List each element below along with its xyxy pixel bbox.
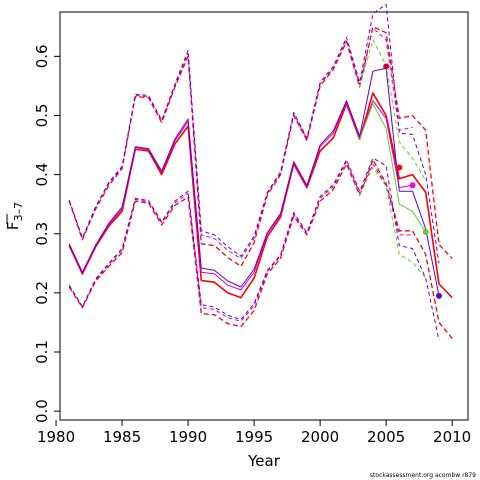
y-axis-title-text: F3–7 xyxy=(4,202,25,230)
series-line-6 xyxy=(68,67,440,296)
y-axis-title-main: F xyxy=(4,221,22,230)
series-line-11 xyxy=(359,167,427,279)
series-line-7 xyxy=(68,3,440,264)
series-line-0 xyxy=(68,92,453,299)
terminal-point-0 xyxy=(383,63,390,70)
plot-frame xyxy=(59,11,469,421)
y-tick-label: 0.4 xyxy=(33,163,51,187)
x-tick-label: 1985 xyxy=(103,428,141,446)
series-line-5 xyxy=(68,161,413,322)
x-tick-label: 1990 xyxy=(169,428,207,446)
y-tick-label: 0.2 xyxy=(33,281,51,305)
y-tick-label: 0.1 xyxy=(33,340,51,364)
terminal-point-4 xyxy=(435,292,442,299)
x-tick-label: 1980 xyxy=(37,428,75,446)
y-tick-label: 0.0 xyxy=(33,399,51,423)
x-axis-title: Year xyxy=(247,452,281,470)
y-axis: 0.0 0.1 0.2 0.3 0.4 0.5 0.6 xyxy=(33,44,60,423)
footnote: stockassessment.org acombw r879 xyxy=(370,472,476,479)
x-tick-label: 2005 xyxy=(367,428,405,446)
y-tick-label: 0.5 xyxy=(33,104,51,128)
series-layer xyxy=(68,3,453,341)
x-tick-label: 2000 xyxy=(301,428,339,446)
points-layer xyxy=(383,63,442,299)
y-tick-label: 0.6 xyxy=(33,44,51,68)
series-line-4 xyxy=(68,27,413,260)
terminal-point-1 xyxy=(396,164,403,171)
x-tick-label: 1995 xyxy=(235,428,273,446)
y-tick-label: 0.3 xyxy=(33,222,51,246)
series-line-1 xyxy=(68,26,453,267)
y-axis-title: F3–7 xyxy=(4,202,25,230)
x-axis: 1980 1985 1990 1995 2000 2005 2010 xyxy=(37,420,471,446)
terminal-point-3 xyxy=(422,228,429,235)
series-line-9 xyxy=(359,103,427,233)
y-axis-title-sub: 3–7 xyxy=(12,202,25,222)
terminal-point-2 xyxy=(409,182,416,189)
series-line-8 xyxy=(68,157,440,341)
x-tick-label: 2010 xyxy=(433,428,471,446)
